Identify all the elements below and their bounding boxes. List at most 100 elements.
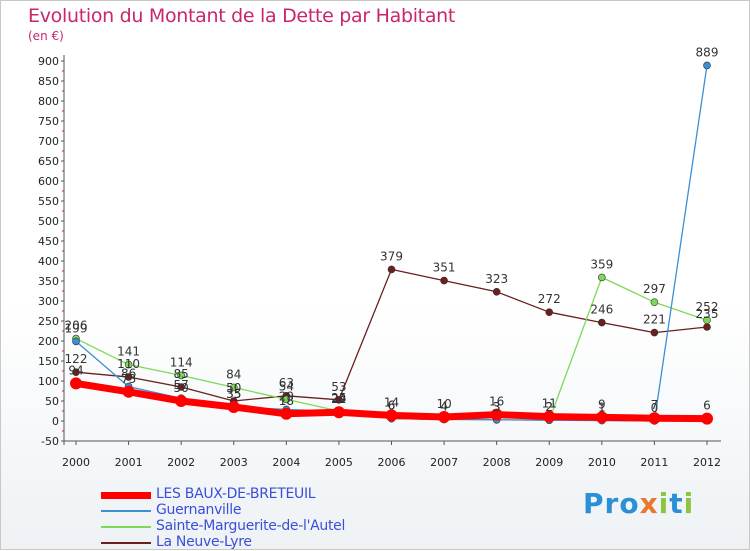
y-tick-label: 650 xyxy=(38,155,59,168)
data-label: 85 xyxy=(174,367,189,381)
data-point xyxy=(490,408,503,421)
data-label: 9 xyxy=(598,397,606,411)
x-tick-label: 2008 xyxy=(483,456,511,469)
data-label: 272 xyxy=(538,292,561,306)
y-tick-label: 350 xyxy=(38,275,59,288)
data-point xyxy=(124,360,133,369)
x-tick-label: 2006 xyxy=(378,456,406,469)
data-label: 54 xyxy=(279,379,294,393)
x-tick-label: 2009 xyxy=(535,456,563,469)
data-label: 221 xyxy=(643,313,666,327)
data-label: 6 xyxy=(703,399,711,413)
data-label: 6 xyxy=(388,399,396,413)
data-point xyxy=(227,401,240,413)
data-label: 7 xyxy=(651,398,659,412)
data-label: 3 xyxy=(493,400,501,414)
legend-swatch xyxy=(101,542,151,544)
data-point xyxy=(122,385,135,398)
data-point xyxy=(70,377,82,390)
logo-letter: P xyxy=(583,487,605,520)
data-label: 29 xyxy=(279,389,294,403)
x-tick-label: 2011 xyxy=(640,456,668,469)
data-label: 35 xyxy=(226,387,241,401)
y-tick-label: 600 xyxy=(38,175,59,188)
x-tick-label: 2005 xyxy=(325,456,353,469)
data-label: 24 xyxy=(331,391,346,405)
logo-letter: o xyxy=(619,487,640,520)
data-label: 16 xyxy=(489,395,504,409)
data-label: 351 xyxy=(433,261,456,275)
y-tick-label: 200 xyxy=(38,335,59,348)
data-label: 252 xyxy=(696,300,719,314)
data-point xyxy=(124,373,133,381)
y-tick-label: 500 xyxy=(38,215,59,228)
x-tick-label: 2004 xyxy=(272,456,300,469)
data-point xyxy=(72,368,80,377)
data-label: 4 xyxy=(440,399,448,413)
data-point xyxy=(648,412,661,425)
y-tick-label: 400 xyxy=(38,255,59,268)
data-point xyxy=(440,276,448,285)
y-tick-label: 550 xyxy=(38,195,59,208)
x-tick-label: 2010 xyxy=(588,456,616,469)
logo-letter: r xyxy=(604,487,620,520)
data-label: 53 xyxy=(331,380,346,394)
data-label: 0 xyxy=(651,401,659,415)
data-label: 246 xyxy=(590,303,613,317)
y-tick-label: 900 xyxy=(38,55,59,68)
data-label: 235 xyxy=(696,307,719,321)
legend-swatch xyxy=(101,526,151,528)
data-label: 206 xyxy=(65,319,88,333)
data-label: 110 xyxy=(117,357,140,371)
y-tick-label: 300 xyxy=(38,295,59,308)
data-label: 50 xyxy=(174,381,189,395)
data-point xyxy=(598,318,606,327)
x-tick-label: 2002 xyxy=(167,456,195,469)
chart-unit: (en €) xyxy=(28,29,64,43)
data-point xyxy=(387,265,396,274)
data-label: 199 xyxy=(65,321,88,335)
series-line-4 xyxy=(75,268,708,402)
data-point xyxy=(545,308,554,317)
data-point xyxy=(703,316,711,325)
x-tick-label: 2003 xyxy=(220,456,248,469)
data-label: 4 xyxy=(440,399,448,413)
proxiti-logo: Proxiti xyxy=(583,487,694,520)
data-label: 359 xyxy=(590,257,613,271)
legend-label: Guernanville xyxy=(156,502,242,518)
data-point xyxy=(703,323,711,331)
data-point xyxy=(703,61,711,70)
y-tick-label: 50 xyxy=(45,395,59,408)
data-label: 141 xyxy=(117,345,140,359)
y-tick-label: 700 xyxy=(38,135,59,148)
y-tick-label: 100 xyxy=(38,375,59,388)
data-label: 10 xyxy=(436,397,451,411)
legend-label: LES BAUX-DE-BRETEUIL xyxy=(156,486,316,502)
data-label: 35 xyxy=(226,387,241,401)
data-label: 6 xyxy=(388,399,396,413)
data-label: 323 xyxy=(485,272,508,286)
y-tick-label: 750 xyxy=(38,115,59,128)
x-tick-label: 2012 xyxy=(693,456,721,469)
data-label: 94 xyxy=(68,363,83,377)
data-point xyxy=(72,337,80,346)
data-label: 86 xyxy=(121,367,136,381)
data-point xyxy=(332,406,345,419)
data-label: 2 xyxy=(545,400,553,414)
data-label: 22 xyxy=(331,392,346,406)
x-tick-label: 2001 xyxy=(115,456,143,469)
data-label: 3 xyxy=(493,400,501,414)
data-point xyxy=(385,409,398,422)
legend-label: La Neuve-Lyre xyxy=(156,534,252,550)
data-label: 297 xyxy=(643,282,666,296)
data-label: 50 xyxy=(226,381,241,395)
data-label: 63 xyxy=(279,376,294,390)
legend-label: Sainte-Marguerite-de-l'Autel xyxy=(156,518,346,534)
x-tick-label: 2007 xyxy=(430,456,458,469)
x-tick-label: 2000 xyxy=(62,456,90,469)
data-point xyxy=(335,395,343,404)
data-point xyxy=(701,412,713,425)
data-label: 84 xyxy=(226,367,241,381)
data-label: 11 xyxy=(542,397,557,411)
